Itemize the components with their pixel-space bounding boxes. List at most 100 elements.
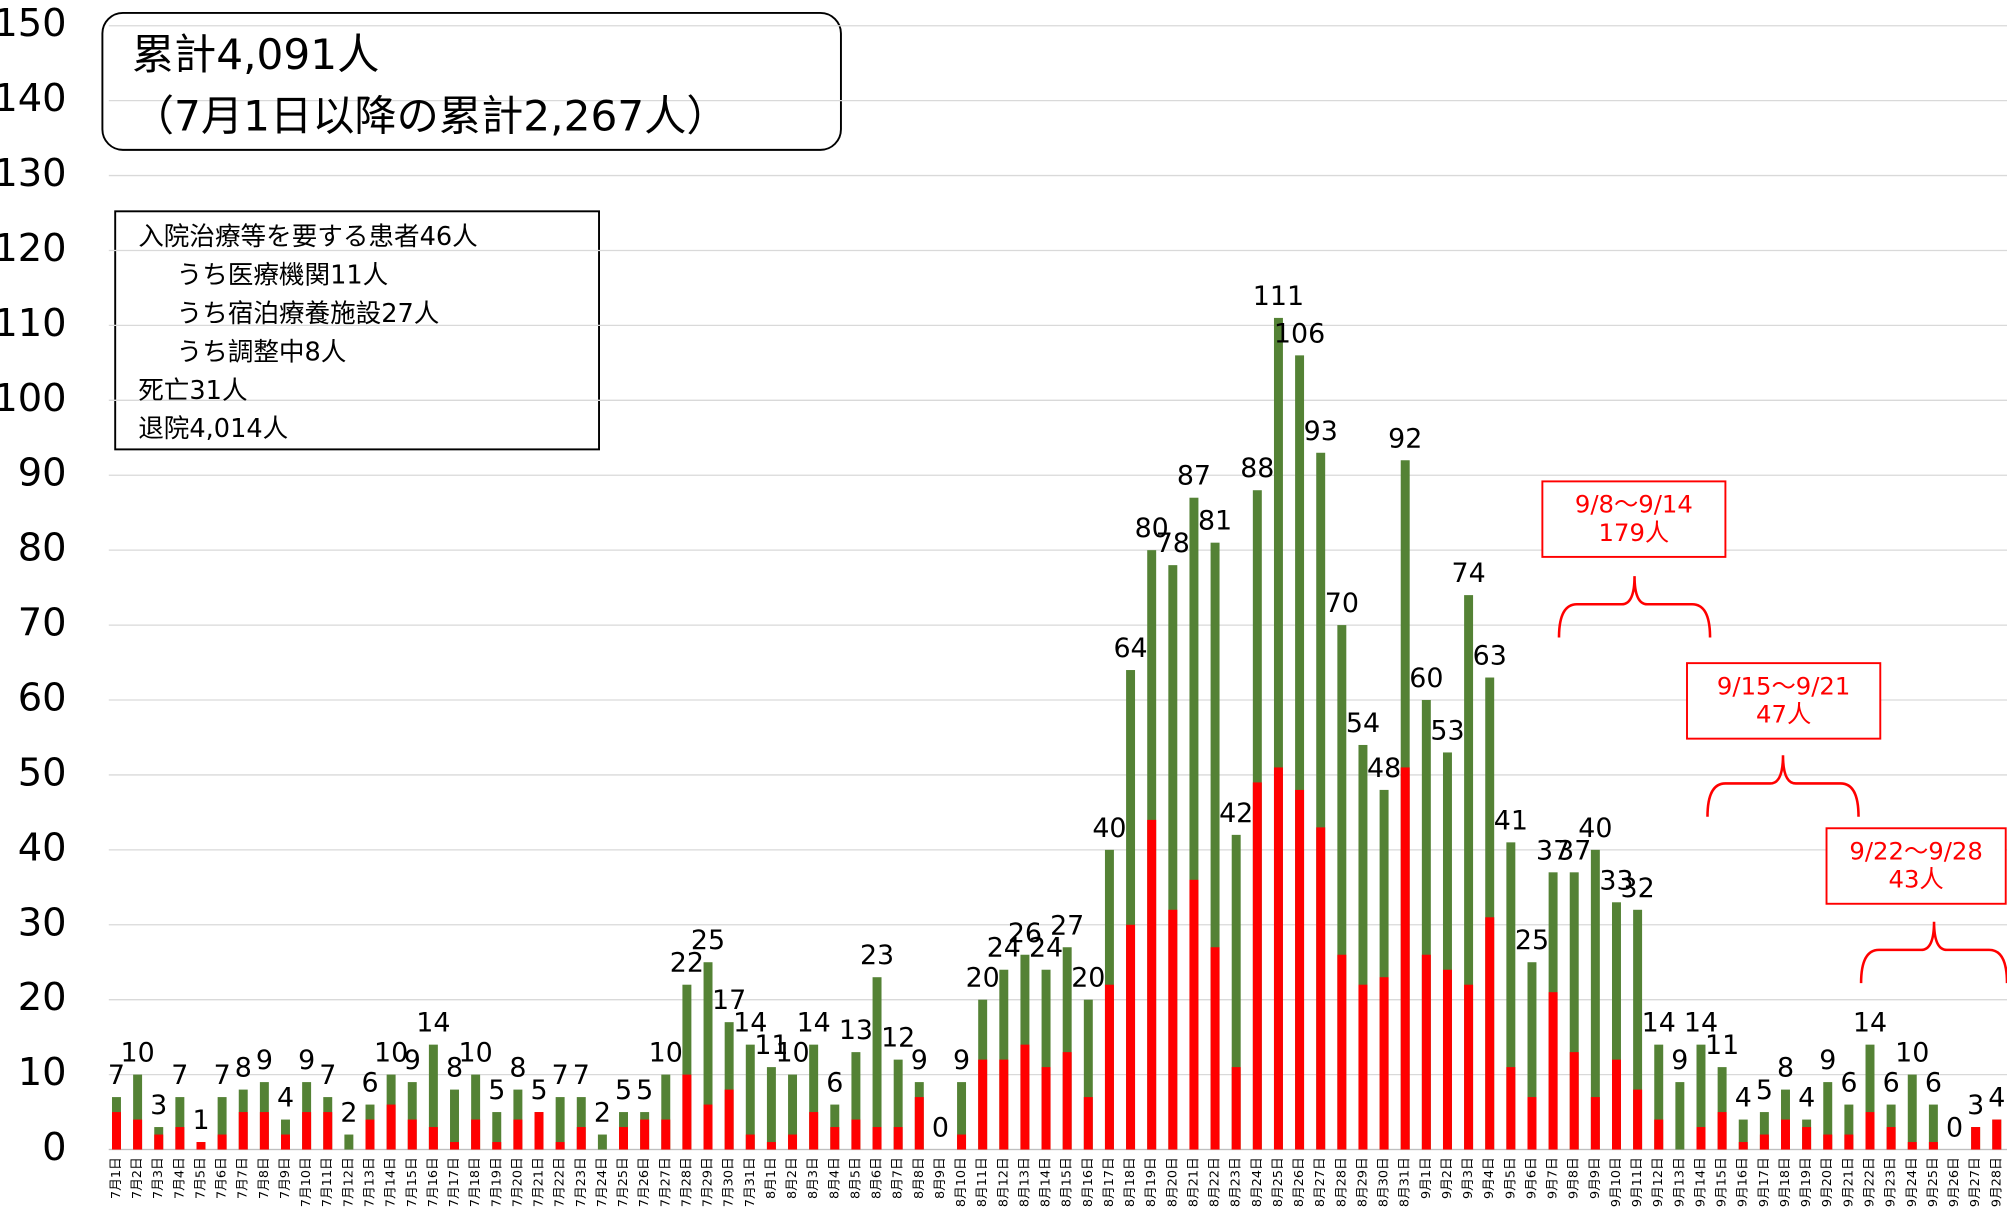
x-tick-label: 8月2日: [785, 1157, 800, 1199]
data-label: 11: [754, 1030, 788, 1061]
x-tick-label: 9月16日: [1736, 1157, 1751, 1207]
bar: [1126, 924, 1136, 1150]
bar: [323, 1112, 333, 1150]
bar: [661, 1119, 671, 1150]
x-tick-label: 7月18日: [468, 1157, 483, 1207]
status-text: 退院4,014人: [138, 414, 288, 444]
data-label: 8: [446, 1053, 463, 1084]
data-label: 14: [797, 1008, 831, 1039]
x-tick-label: 8月17日: [1102, 1157, 1117, 1207]
bar: [175, 1097, 185, 1150]
bar: [1273, 317, 1283, 1150]
bar: [703, 962, 713, 1150]
y-tick-label: 20: [18, 975, 67, 1020]
bar: [1464, 984, 1474, 1150]
x-tick-label: 9月20日: [1820, 1157, 1835, 1207]
data-label: 10: [649, 1038, 683, 1069]
bar: [788, 1134, 798, 1150]
bar: [661, 1074, 671, 1150]
bar: [1083, 999, 1093, 1150]
status-text: うち調整中8人: [177, 337, 347, 367]
data-label: 4: [1988, 1083, 2005, 1114]
data-label: 42: [1219, 798, 1253, 829]
bar: [513, 1089, 523, 1150]
data-label: 53: [1430, 715, 1464, 746]
bar: [1696, 1044, 1706, 1150]
data-label: 1: [192, 1105, 209, 1136]
data-label: 25: [691, 925, 725, 956]
data-label: 20: [966, 963, 1000, 994]
x-tick-label: 7月13日: [362, 1157, 377, 1207]
data-label: 80: [1135, 513, 1169, 544]
bar: [703, 1104, 713, 1150]
data-label: 88: [1240, 453, 1274, 484]
bar: [555, 1142, 565, 1150]
brace: [1859, 921, 2007, 984]
bar: [872, 1127, 882, 1150]
x-tick-label: 9月22日: [1862, 1157, 1877, 1207]
bar: [133, 1074, 143, 1150]
x-tick-label: 7月9日: [278, 1157, 293, 1199]
data-label: 48: [1367, 753, 1401, 784]
x-tick-label: 8月11日: [975, 1157, 990, 1207]
bar: [1527, 962, 1537, 1150]
x-tick-label: 7月25日: [616, 1157, 631, 1207]
bar: [259, 1112, 269, 1150]
bar: [1569, 1052, 1579, 1150]
data-label: 25: [1515, 925, 1549, 956]
bar: [999, 1059, 1009, 1150]
weekly-box: [1541, 480, 1727, 558]
bar: [1147, 819, 1157, 1150]
x-tick-label: 7月5日: [193, 1157, 208, 1199]
x-tick-label: 8月28日: [1334, 1157, 1349, 1207]
data-label: 7: [214, 1060, 231, 1091]
data-label: 9: [256, 1045, 273, 1076]
x-tick-label: 8月7日: [891, 1157, 906, 1199]
data-label: 27: [1050, 910, 1084, 941]
bar: [1189, 497, 1199, 1150]
data-label: 4: [1735, 1083, 1752, 1114]
x-tick-label: 8月29日: [1355, 1157, 1370, 1207]
x-tick-label: 8月24日: [1250, 1157, 1265, 1207]
weekly-box: [1825, 827, 2007, 905]
data-label: 7: [108, 1060, 125, 1091]
x-tick-label: 9月24日: [1905, 1157, 1920, 1207]
bar: [1928, 1142, 1938, 1150]
bar: [471, 1119, 481, 1150]
x-tick-label: 9月13日: [1672, 1157, 1687, 1207]
x-tick-label: 9月9日: [1588, 1157, 1603, 1199]
x-tick-label: 9月8日: [1567, 1157, 1582, 1199]
bar: [1865, 1044, 1875, 1150]
data-label: 6: [1840, 1068, 1857, 1099]
x-tick-label: 8月8日: [912, 1157, 927, 1199]
x-tick-label: 7月6日: [215, 1157, 230, 1199]
bar: [450, 1089, 459, 1150]
data-label: 37: [1557, 835, 1591, 866]
bar: [1696, 1127, 1706, 1150]
bar: [1611, 1059, 1621, 1150]
bar: [1041, 1067, 1051, 1150]
x-tick-label: 7月7日: [236, 1157, 251, 1199]
bar: [133, 1119, 143, 1150]
x-tick-label: 7月15日: [405, 1157, 420, 1207]
x-tick-label: 7月19日: [489, 1157, 504, 1207]
data-label: 60: [1409, 663, 1443, 694]
data-label: 7: [319, 1060, 336, 1091]
x-tick-label: 7月10日: [299, 1157, 314, 1207]
data-label: 22: [670, 948, 704, 979]
data-label: 14: [416, 1008, 450, 1039]
x-tick-label: 9月11日: [1630, 1157, 1645, 1207]
data-label: 93: [1304, 416, 1338, 447]
weekly-text: 179人: [1599, 518, 1670, 547]
data-label: 0: [932, 1113, 949, 1144]
bar: [1802, 1127, 1812, 1150]
x-tick-label: 7月28日: [679, 1157, 694, 1207]
data-label: 9: [1671, 1045, 1688, 1076]
bar: [1633, 909, 1643, 1150]
bar: [788, 1074, 798, 1150]
bar: [619, 1127, 629, 1150]
bar: [1316, 827, 1326, 1150]
bar: [914, 1097, 924, 1150]
bar: [238, 1112, 248, 1150]
x-tick-label: 9月14日: [1693, 1157, 1708, 1207]
